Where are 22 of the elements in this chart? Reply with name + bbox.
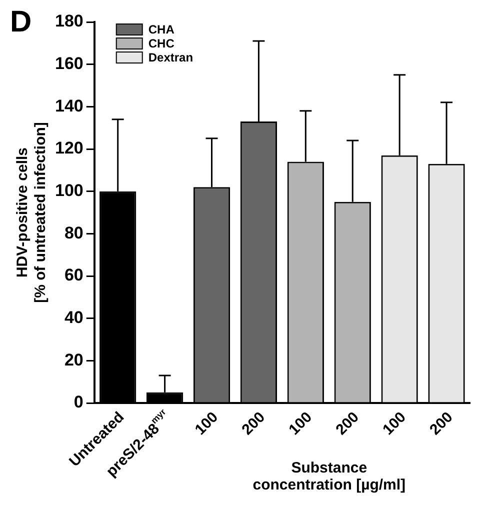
y-tick-label: 120 [54, 138, 84, 158]
legend-label: CHC [148, 36, 175, 50]
y-tick-label: 140 [54, 96, 84, 116]
chart-title: D [10, 5, 32, 38]
legend-label: CHA [148, 22, 175, 36]
x-tick-label: 200 [238, 408, 268, 438]
x-tick-label: 200 [332, 408, 362, 438]
y-axis-title: HDV-positive cells [% of untreated infection] [14, 122, 50, 303]
x-tick-label: 100 [192, 408, 222, 438]
y-tick-label: 40 [64, 308, 84, 328]
y-tick-label: 160 [54, 54, 84, 74]
y-tick-label: 180 [54, 12, 84, 31]
y-tick-label: 80 [64, 223, 84, 242]
x-tick-label: 100 [380, 408, 410, 438]
y-tick-label: 60 [64, 266, 84, 285]
y-tick-label: 0 [74, 392, 84, 412]
x-tick-label: 200 [426, 408, 456, 438]
legend-label: Dextran [148, 50, 194, 64]
x-axis-title: Substance concentration [µg/ml] [252, 460, 406, 494]
y-tick-label: 100 [54, 181, 84, 200]
x-tick-label: 100 [286, 408, 316, 438]
y-tick-label: 20 [64, 350, 84, 370]
